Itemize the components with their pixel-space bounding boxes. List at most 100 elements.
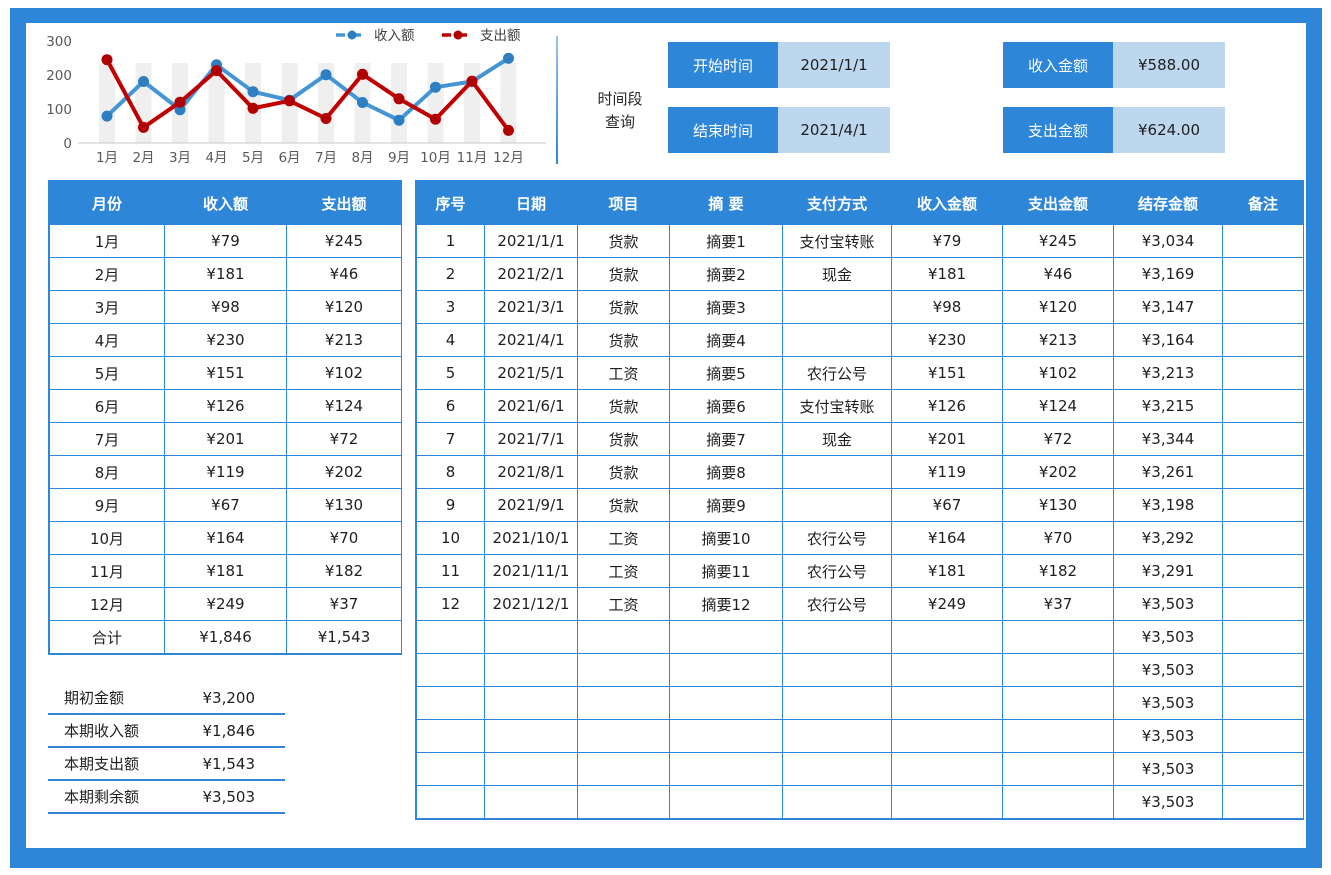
table-cell[interactable] bbox=[484, 785, 578, 819]
table-cell[interactable]: ¥126 bbox=[891, 389, 1003, 423]
table-cell[interactable] bbox=[416, 620, 485, 654]
table-cell[interactable]: 现金 bbox=[782, 257, 892, 291]
table-cell[interactable]: ¥3,503 bbox=[1113, 587, 1223, 621]
table-cell[interactable] bbox=[1222, 785, 1304, 819]
table-cell[interactable]: ¥230 bbox=[891, 323, 1003, 357]
table-cell[interactable]: 摘要11 bbox=[669, 554, 783, 588]
table-cell[interactable] bbox=[1222, 752, 1304, 786]
table-cell[interactable]: 货款 bbox=[577, 257, 670, 291]
table-cell[interactable]: 支付宝转账 bbox=[782, 224, 892, 258]
table-cell[interactable]: 2021/3/1 bbox=[484, 290, 578, 324]
table-cell[interactable]: 摘要3 bbox=[669, 290, 783, 324]
table-cell[interactable] bbox=[891, 785, 1003, 819]
table-cell[interactable] bbox=[891, 686, 1003, 720]
table-cell[interactable]: 1 bbox=[416, 224, 485, 258]
table-cell[interactable] bbox=[669, 752, 783, 786]
table-cell[interactable] bbox=[484, 752, 578, 786]
table-cell[interactable]: ¥37 bbox=[286, 587, 402, 621]
table-cell[interactable] bbox=[1222, 257, 1304, 291]
table-cell[interactable]: 10 bbox=[416, 521, 485, 555]
table-cell[interactable] bbox=[1222, 323, 1304, 357]
table-cell[interactable] bbox=[416, 653, 485, 687]
table-cell[interactable]: ¥70 bbox=[286, 521, 402, 555]
table-cell[interactable] bbox=[669, 620, 783, 654]
table-cell[interactable] bbox=[891, 719, 1003, 753]
table-cell[interactable]: ¥202 bbox=[1002, 455, 1114, 489]
table-cell[interactable]: ¥249 bbox=[891, 587, 1003, 621]
table-cell[interactable]: ¥3,261 bbox=[1113, 455, 1223, 489]
table-cell[interactable]: ¥181 bbox=[891, 554, 1003, 588]
table-cell[interactable] bbox=[416, 752, 485, 786]
summary-value[interactable]: ¥3,200 bbox=[202, 688, 256, 707]
table-cell[interactable]: 7 bbox=[416, 422, 485, 456]
table-cell[interactable]: ¥130 bbox=[286, 488, 402, 522]
table-cell[interactable]: ¥46 bbox=[286, 257, 402, 291]
table-cell[interactable]: 2021/8/1 bbox=[484, 455, 578, 489]
table-cell[interactable]: 2021/11/1 bbox=[484, 554, 578, 588]
table-cell[interactable]: 1月 bbox=[49, 224, 165, 258]
table-cell[interactable] bbox=[782, 653, 892, 687]
table-cell[interactable] bbox=[1222, 554, 1304, 588]
table-cell[interactable]: 2021/10/1 bbox=[484, 521, 578, 555]
table-cell[interactable] bbox=[891, 620, 1003, 654]
table-cell[interactable]: 工资 bbox=[577, 521, 670, 555]
table-cell[interactable] bbox=[577, 785, 670, 819]
table-cell[interactable] bbox=[484, 620, 578, 654]
table-cell[interactable] bbox=[669, 653, 783, 687]
table-cell[interactable]: 摘要9 bbox=[669, 488, 783, 522]
table-cell[interactable]: ¥79 bbox=[164, 224, 287, 258]
table-cell[interactable] bbox=[782, 323, 892, 357]
table-cell[interactable]: ¥3,147 bbox=[1113, 290, 1223, 324]
table-cell[interactable]: 6 bbox=[416, 389, 485, 423]
table-cell[interactable] bbox=[577, 620, 670, 654]
table-cell[interactable] bbox=[1222, 587, 1304, 621]
table-cell[interactable] bbox=[1002, 686, 1114, 720]
table-cell[interactable]: ¥72 bbox=[286, 422, 402, 456]
table-cell[interactable]: 货款 bbox=[577, 290, 670, 324]
table-cell[interactable]: ¥181 bbox=[164, 257, 287, 291]
table-cell[interactable]: ¥119 bbox=[891, 455, 1003, 489]
table-cell[interactable] bbox=[1002, 785, 1114, 819]
table-cell[interactable] bbox=[669, 785, 783, 819]
table-cell[interactable]: 10月 bbox=[49, 521, 165, 555]
table-cell[interactable]: ¥67 bbox=[891, 488, 1003, 522]
table-cell[interactable] bbox=[1222, 422, 1304, 456]
table-cell[interactable]: ¥3,503 bbox=[1113, 785, 1223, 819]
table-cell[interactable] bbox=[891, 653, 1003, 687]
table-cell[interactable]: 摘要4 bbox=[669, 323, 783, 357]
table-cell[interactable]: ¥182 bbox=[286, 554, 402, 588]
table-cell[interactable]: ¥182 bbox=[1002, 554, 1114, 588]
table-cell[interactable]: 摘要8 bbox=[669, 455, 783, 489]
table-cell[interactable]: 农行公号 bbox=[782, 521, 892, 555]
table-cell[interactable]: 5月 bbox=[49, 356, 165, 390]
table-cell[interactable]: ¥181 bbox=[164, 554, 287, 588]
table-cell[interactable] bbox=[416, 785, 485, 819]
table-cell[interactable]: 2月 bbox=[49, 257, 165, 291]
table-cell[interactable]: 农行公号 bbox=[782, 554, 892, 588]
table-cell[interactable] bbox=[782, 290, 892, 324]
table-cell[interactable]: ¥120 bbox=[286, 290, 402, 324]
table-cell[interactable] bbox=[1222, 521, 1304, 555]
table-cell[interactable] bbox=[1222, 455, 1304, 489]
table-cell[interactable]: ¥164 bbox=[891, 521, 1003, 555]
table-cell[interactable]: ¥102 bbox=[286, 356, 402, 390]
table-cell[interactable]: 现金 bbox=[782, 422, 892, 456]
table-cell[interactable]: ¥46 bbox=[1002, 257, 1114, 291]
table-cell[interactable]: 摘要12 bbox=[669, 587, 783, 621]
table-cell[interactable]: ¥3,291 bbox=[1113, 554, 1223, 588]
table-cell[interactable]: 农行公号 bbox=[782, 587, 892, 621]
table-cell[interactable]: ¥151 bbox=[891, 356, 1003, 390]
table-cell[interactable]: ¥70 bbox=[1002, 521, 1114, 555]
table-cell[interactable]: ¥3,503 bbox=[1113, 653, 1223, 687]
table-cell[interactable]: ¥3,503 bbox=[1113, 752, 1223, 786]
table-cell[interactable] bbox=[1222, 389, 1304, 423]
table-cell[interactable] bbox=[891, 752, 1003, 786]
table-cell[interactable]: ¥1,846 bbox=[164, 620, 287, 654]
table-cell[interactable]: ¥201 bbox=[164, 422, 287, 456]
table-cell[interactable]: ¥124 bbox=[1002, 389, 1114, 423]
table-cell[interactable]: ¥3,503 bbox=[1113, 686, 1223, 720]
table-cell[interactable]: ¥245 bbox=[1002, 224, 1114, 258]
table-cell[interactable]: 货款 bbox=[577, 389, 670, 423]
table-cell[interactable]: 2021/1/1 bbox=[484, 224, 578, 258]
table-cell[interactable]: 工资 bbox=[577, 554, 670, 588]
